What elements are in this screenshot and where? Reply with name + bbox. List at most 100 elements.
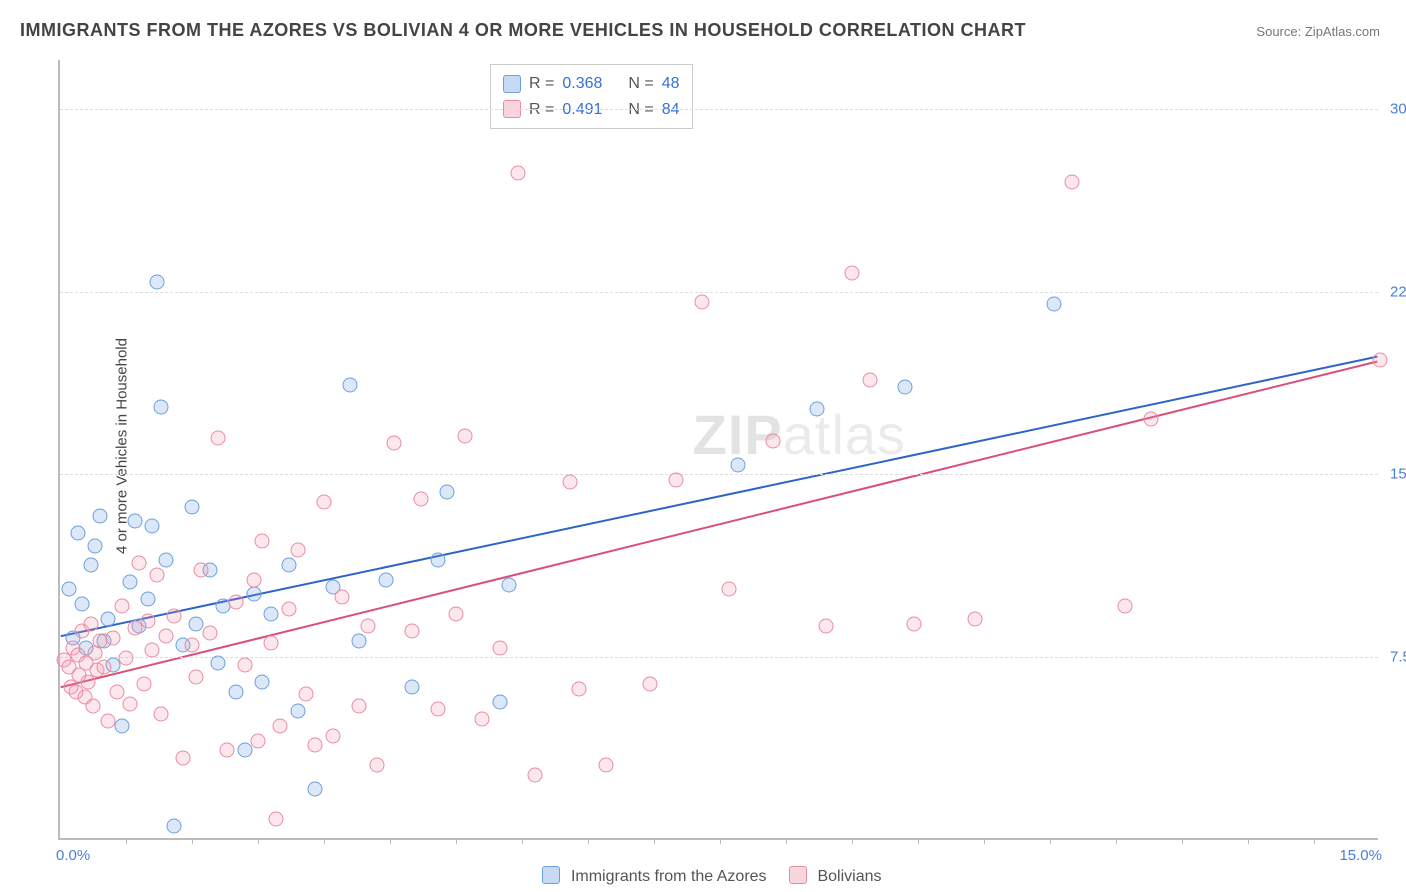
x-tick-mark (390, 838, 391, 844)
data-point (493, 640, 508, 655)
data-point (765, 433, 780, 448)
data-point (387, 436, 402, 451)
n-value: 48 (662, 71, 680, 97)
data-point (440, 484, 455, 499)
data-point (405, 679, 420, 694)
x-tick-mark (1050, 838, 1051, 844)
data-point (968, 611, 983, 626)
data-point (154, 399, 169, 414)
legend-label: Bolivians (817, 868, 881, 885)
data-point (149, 567, 164, 582)
data-point (237, 657, 252, 672)
data-point (114, 599, 129, 614)
data-point (369, 757, 384, 772)
data-point (70, 526, 85, 541)
data-point (149, 275, 164, 290)
data-point (413, 492, 428, 507)
x-tick-mark (918, 838, 919, 844)
plot-area: ZIPatlas R = 0.368 N = 48 R = 0.491 N = … (58, 60, 1378, 840)
data-point (176, 750, 191, 765)
data-point (185, 638, 200, 653)
data-point (127, 514, 142, 529)
data-point (229, 594, 244, 609)
data-point (189, 670, 204, 685)
data-point (246, 587, 261, 602)
data-point (528, 767, 543, 782)
data-point (475, 711, 490, 726)
data-point (572, 682, 587, 697)
x-tick-mark (1248, 838, 1249, 844)
r-label: R = (529, 71, 554, 97)
data-point (101, 714, 116, 729)
data-point (167, 609, 182, 624)
data-point (1065, 175, 1080, 190)
data-point (132, 555, 147, 570)
data-point (431, 701, 446, 716)
data-point (730, 458, 745, 473)
data-point (110, 684, 125, 699)
source-name: ZipAtlas.com (1305, 24, 1380, 39)
swatch-blue-icon (542, 866, 560, 884)
data-point (114, 718, 129, 733)
data-point (185, 499, 200, 514)
data-point (501, 577, 516, 592)
data-point (325, 728, 340, 743)
data-point (290, 704, 305, 719)
data-point (334, 589, 349, 604)
data-point (92, 509, 107, 524)
data-point (189, 616, 204, 631)
y-tick-label: 22.5% (1382, 283, 1406, 300)
x-tick-mark (984, 838, 985, 844)
gridline (60, 109, 1378, 110)
data-point (193, 562, 208, 577)
data-point (1144, 411, 1159, 426)
data-point (299, 687, 314, 702)
data-point (264, 606, 279, 621)
data-point (158, 628, 173, 643)
data-point (449, 606, 464, 621)
watermark: ZIPatlas (693, 402, 906, 467)
data-point (695, 294, 710, 309)
data-point (818, 618, 833, 633)
x-tick-mark (126, 838, 127, 844)
data-point (906, 616, 921, 631)
chart-container: IMMIGRANTS FROM THE AZORES VS BOLIVIAN 4… (0, 0, 1406, 892)
data-point (167, 818, 182, 833)
data-point (457, 428, 472, 443)
y-tick-label: 15.0% (1382, 466, 1406, 483)
data-point (123, 696, 138, 711)
gridline (60, 474, 1378, 475)
data-point (308, 738, 323, 753)
data-point (141, 614, 156, 629)
x-tick-mark (522, 838, 523, 844)
data-point (308, 782, 323, 797)
stats-row: R = 0.368 N = 48 (503, 71, 680, 97)
data-point (237, 743, 252, 758)
x-tick-mark (324, 838, 325, 844)
data-point (1373, 353, 1388, 368)
data-point (141, 592, 156, 607)
data-point (268, 811, 283, 826)
r-value: 0.368 (562, 71, 602, 97)
data-point (220, 743, 235, 758)
swatch-blue-icon (503, 75, 521, 93)
trend-lines (60, 60, 1378, 838)
data-point (229, 684, 244, 699)
data-point (845, 265, 860, 280)
data-point (862, 372, 877, 387)
data-point (281, 558, 296, 573)
data-point (119, 650, 134, 665)
gridline (60, 657, 1378, 658)
data-point (273, 718, 288, 733)
data-point (211, 655, 226, 670)
data-point (75, 597, 90, 612)
data-point (251, 733, 266, 748)
data-point (136, 677, 151, 692)
bottom-legend: Immigrants from the Azores Bolivians (0, 866, 1406, 886)
x-tick-mark (1314, 838, 1315, 844)
data-point (897, 380, 912, 395)
x-tick-mark (852, 838, 853, 844)
data-point (317, 494, 332, 509)
trend-line (61, 361, 1378, 687)
data-point (281, 601, 296, 616)
